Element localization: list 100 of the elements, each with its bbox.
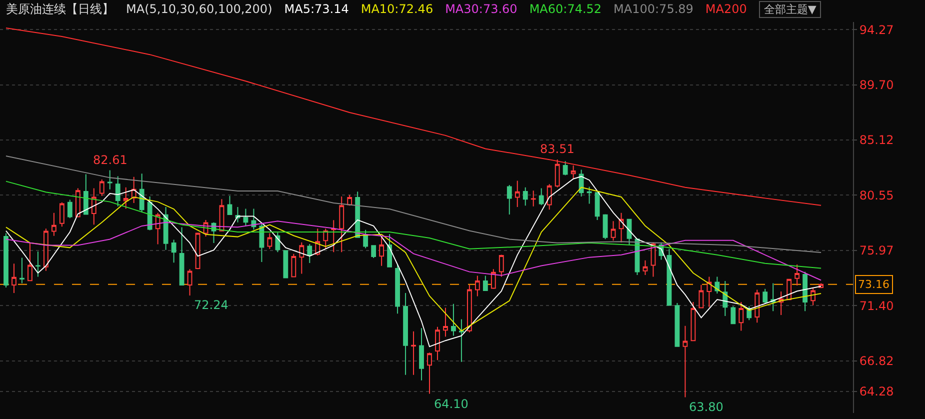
candlestick: [514, 180, 520, 208]
candlestick: [299, 242, 304, 274]
candlestick: [12, 263, 16, 294]
candlestick: [490, 268, 496, 290]
candlestick: [466, 284, 472, 333]
y-tick-label: 66.82: [859, 354, 894, 368]
candlestick: [323, 228, 328, 250]
candlestick: [163, 206, 168, 250]
candlestick: [730, 306, 736, 325]
candlestick: [682, 325, 688, 398]
annotation: 72.24: [194, 298, 228, 312]
candlestick: [283, 250, 288, 278]
candlestick: [395, 264, 400, 314]
candlestick: [754, 289, 760, 324]
candlestick: [522, 186, 528, 206]
candlestick: [794, 264, 800, 286]
candlestick: [28, 242, 32, 282]
text: MA5:73.14: [284, 2, 349, 16]
candlestick: [594, 192, 600, 221]
candlestick: [83, 174, 88, 215]
candlestick: [123, 186, 128, 210]
candlestick: [443, 307, 448, 338]
candlestick: [554, 158, 560, 188]
y-tick-label: 80.55: [859, 188, 894, 202]
y-tick-label: 71.40: [859, 298, 894, 313]
line-series: [5, 180, 822, 269]
text: MA60:74.52: [529, 2, 602, 16]
annotation: 83.51: [540, 142, 574, 156]
candlestick: [243, 208, 248, 226]
annotation: 63.80: [689, 400, 724, 414]
candlestick: [147, 196, 152, 231]
y-tick-label: 89.70: [859, 78, 894, 92]
line-series: [5, 186, 822, 332]
candlestick: [786, 278, 792, 300]
candlestick: [570, 164, 576, 180]
candlestick: [451, 303, 456, 336]
candlestick: [20, 257, 24, 284]
candlestick: [379, 235, 384, 266]
annotation: 82.61: [93, 153, 128, 167]
candlestick: [530, 190, 536, 207]
candlestick: [331, 220, 336, 253]
candlestick: [482, 275, 488, 292]
legend-title: MA(5,10,30,60,100,200): [126, 2, 272, 16]
candlestick: [642, 260, 648, 276]
line-series: [5, 28, 822, 206]
candlestick: [538, 188, 544, 206]
text: 全部主题▼: [758, 0, 822, 18]
chart-title: 美原油连续【日线】: [6, 0, 114, 18]
candlestick: [602, 214, 608, 240]
candlestick: [706, 276, 712, 308]
candlestick: [91, 188, 96, 226]
candlestick: [107, 170, 112, 190]
candlestick: [139, 173, 144, 213]
candlestick: [99, 178, 104, 196]
candlestick: [59, 202, 64, 228]
text: MA10:72.46: [360, 2, 434, 16]
candlestick: [498, 254, 504, 278]
candlestick: [227, 195, 232, 215]
candlestick: [387, 234, 392, 268]
candlestick: [474, 275, 480, 297]
candlestick: [339, 196, 344, 253]
candlestick: [67, 199, 72, 219]
candlestick: [546, 184, 552, 210]
candlestick: [371, 245, 376, 259]
candlestick: [403, 292, 408, 376]
candlestick: [770, 282, 776, 312]
line-series: [5, 220, 822, 281]
candlestick: [810, 286, 816, 306]
candlestick: [419, 328, 424, 381]
candlestick: [411, 330, 416, 376]
candlestick: [307, 244, 312, 264]
candlestick: [51, 212, 56, 236]
candlestick: [690, 301, 696, 342]
candlestick: [291, 253, 296, 278]
y-tick-label: 75.97: [859, 244, 894, 258]
candlestick: [115, 176, 120, 207]
ref-line-label: 73.16: [858, 278, 890, 291]
candlestick: [4, 232, 8, 288]
line-series: [5, 155, 822, 253]
candlestick: [698, 284, 704, 308]
candlestick: [171, 239, 176, 264]
y-tick-label: 64.28: [859, 384, 894, 399]
candlestick: [610, 220, 616, 242]
candlestick: [674, 302, 680, 347]
candlestick: [802, 271, 808, 312]
y-tick-label: 94.27: [859, 22, 894, 37]
candlestick: [363, 229, 368, 249]
candlestick: [267, 232, 272, 250]
text: MA200: [705, 2, 747, 16]
candlestick: [506, 184, 512, 215]
candlestick: [459, 318, 464, 362]
y-tick-label: 85.12: [859, 133, 894, 148]
candlestick: [187, 268, 192, 296]
candlestick: [722, 280, 728, 316]
line-series: [5, 176, 822, 348]
text: MA100:75.89: [614, 2, 694, 16]
candlestick: [259, 222, 264, 263]
candlestick: [618, 212, 624, 243]
candlestick: [435, 326, 440, 361]
candlestick: [762, 288, 768, 304]
